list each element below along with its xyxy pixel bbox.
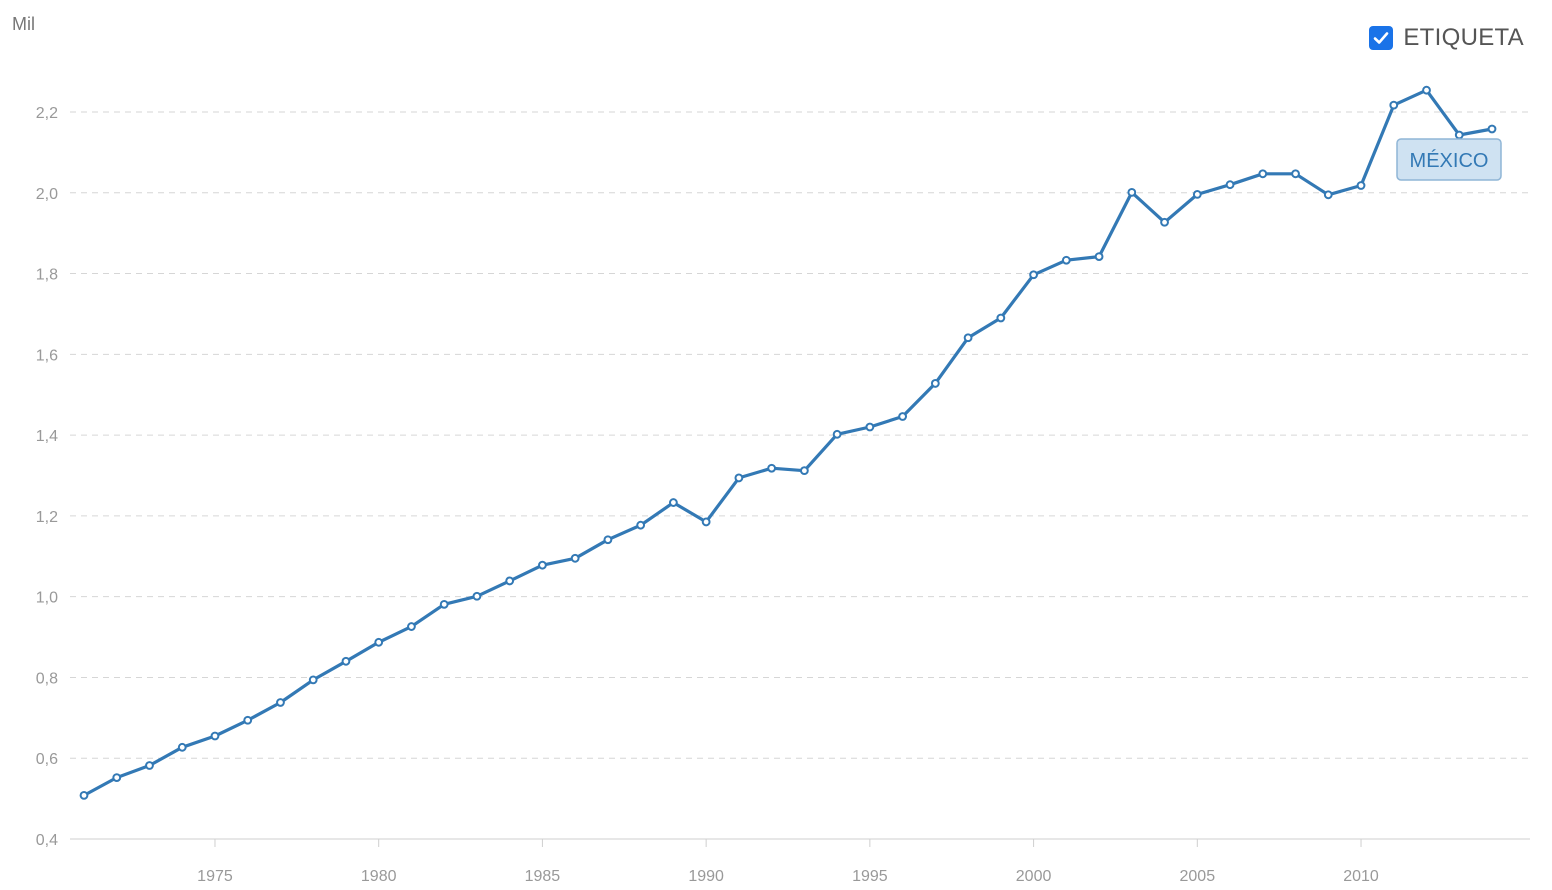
series-label-text: MÉXICO — [1410, 149, 1489, 172]
data-point[interactable] — [930, 379, 940, 388]
data-point[interactable] — [243, 715, 253, 725]
x-tick-label: 1990 — [688, 868, 724, 885]
data-point[interactable] — [1225, 180, 1235, 190]
x-tick-label: 2010 — [1343, 868, 1379, 885]
x-tick-label: 1985 — [525, 868, 561, 885]
series-label-layer: MÉXICO — [1396, 138, 1502, 181]
data-point[interactable] — [276, 698, 285, 707]
data-point[interactable] — [636, 520, 646, 530]
x-tick-label: 2000 — [1016, 868, 1052, 885]
y-tick-label: 0,4 — [36, 832, 58, 849]
data-point[interactable] — [603, 535, 613, 545]
data-point[interactable] — [210, 731, 220, 741]
data-point[interactable] — [374, 637, 384, 647]
label-toggle[interactable]: ETIQUETA — [1369, 24, 1524, 52]
data-point[interactable] — [1454, 130, 1464, 140]
data-point[interactable] — [145, 761, 154, 770]
label-toggle-text: ETIQUETA — [1403, 24, 1524, 51]
data-point[interactable] — [668, 498, 678, 507]
data-point[interactable] — [538, 560, 547, 570]
data-point[interactable] — [1061, 255, 1071, 265]
x-tick-label: 1975 — [197, 868, 233, 885]
series-label-box — [1396, 138, 1502, 181]
x-tick-label: 2005 — [1180, 868, 1216, 885]
y-unit-label: Mil — [12, 14, 35, 34]
y-tick-label: 1,0 — [36, 590, 58, 607]
x-tick-label: 1995 — [852, 868, 888, 885]
data-point[interactable] — [963, 333, 973, 343]
y-tick-label: 1,8 — [36, 267, 58, 284]
data-point[interactable] — [439, 599, 449, 609]
data-point[interactable] — [1389, 100, 1399, 110]
series-layer — [79, 85, 1497, 800]
data-point[interactable] — [570, 553, 580, 563]
y-tick-label: 2,0 — [36, 186, 58, 203]
checkmark-icon — [1374, 32, 1389, 44]
x-tick-label: 1980 — [361, 868, 397, 885]
data-point[interactable] — [1291, 169, 1300, 179]
series-line — [82, 88, 1494, 798]
y-tick-label: 1,2 — [36, 509, 58, 526]
data-point[interactable] — [996, 313, 1006, 323]
data-point[interactable] — [1323, 190, 1333, 200]
data-point[interactable] — [1029, 270, 1038, 280]
data-point[interactable] — [865, 422, 875, 432]
axes: 0,4 0,6 0,8 1,0 1,2 1,4 1,6 1,8 2,0 2,2 1975 1980 19… — [36, 105, 1379, 885]
y-tick-label: 1,6 — [36, 347, 58, 364]
data-point[interactable] — [767, 463, 777, 473]
data-point[interactable] — [1127, 187, 1137, 197]
data-point[interactable] — [472, 591, 482, 601]
data-point[interactable] — [799, 466, 809, 476]
label-checkbox[interactable] — [1369, 26, 1394, 50]
data-point[interactable] — [1192, 189, 1202, 199]
data-point[interactable] — [1160, 217, 1169, 227]
data-point[interactable] — [701, 517, 711, 527]
grid-lines — [70, 111, 1530, 840]
y-tick-label: 2,2 — [36, 105, 58, 122]
data-point[interactable] — [1487, 124, 1497, 134]
data-point[interactable] — [832, 429, 842, 439]
data-point[interactable] — [1422, 85, 1431, 95]
data-point[interactable] — [734, 473, 744, 483]
data-point[interactable] — [112, 773, 122, 783]
data-point[interactable] — [1356, 181, 1366, 190]
data-point[interactable] — [308, 675, 318, 685]
y-tick-label: 0,6 — [36, 751, 58, 768]
data-point[interactable] — [505, 576, 515, 586]
data-point[interactable] — [1258, 169, 1268, 179]
data-point[interactable] — [177, 742, 187, 752]
data-point[interactable] — [898, 412, 908, 421]
data-point[interactable] — [407, 622, 416, 631]
y-tick-label: 1,4 — [36, 428, 58, 445]
data-point[interactable] — [341, 656, 351, 666]
data-point[interactable] — [79, 790, 89, 800]
y-tick-label: 0,8 — [36, 670, 58, 687]
data-point[interactable] — [1094, 252, 1104, 261]
